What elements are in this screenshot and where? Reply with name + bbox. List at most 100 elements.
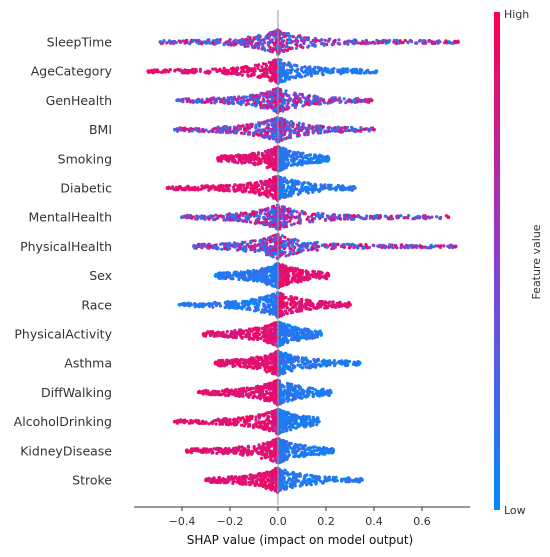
- shap-point: [247, 278, 250, 281]
- shap-point: [306, 245, 309, 248]
- shap-point: [249, 221, 252, 224]
- shap-point: [257, 151, 260, 154]
- shap-point: [276, 272, 279, 275]
- shap-point: [369, 215, 372, 218]
- shap-point: [278, 77, 281, 80]
- shap-point: [299, 152, 302, 155]
- shap-point: [286, 151, 289, 154]
- shap-point: [275, 66, 278, 69]
- shap-point: [281, 263, 284, 266]
- shap-point: [262, 122, 265, 125]
- shap-point: [299, 272, 302, 275]
- shap-point: [265, 96, 268, 99]
- shap-point: [253, 72, 256, 75]
- shap-point: [217, 40, 220, 43]
- shap-point: [272, 277, 275, 280]
- shap-point: [222, 275, 225, 278]
- shap-point: [270, 283, 273, 286]
- shap-point: [311, 191, 314, 194]
- shap-point: [261, 73, 264, 76]
- beeswarm-row-sleeptime: [159, 28, 460, 56]
- shap-point: [424, 217, 427, 220]
- shap-point: [225, 154, 228, 157]
- shap-point: [373, 42, 376, 45]
- shap-point: [171, 187, 174, 190]
- shap-point: [294, 238, 297, 241]
- shap-point: [318, 277, 321, 280]
- shap-point: [288, 41, 291, 44]
- shap-point: [287, 185, 290, 188]
- shap-point: [254, 239, 257, 242]
- shap-point: [297, 182, 300, 185]
- shap-point: [240, 307, 243, 310]
- shap-point: [236, 39, 239, 42]
- shap-point: [445, 40, 448, 43]
- shap-point: [356, 97, 359, 100]
- shap-point: [297, 220, 300, 223]
- shap-point: [199, 70, 202, 73]
- shap-point: [268, 178, 271, 181]
- shap-point: [339, 217, 342, 220]
- shap-point: [314, 243, 317, 246]
- shap-point: [255, 244, 258, 247]
- shap-point: [287, 106, 290, 109]
- shap-point-extreme: [447, 215, 451, 219]
- shap-point: [349, 69, 352, 72]
- shap-point: [255, 219, 258, 222]
- shap-point: [264, 63, 267, 66]
- shap-point: [260, 39, 263, 42]
- shap-point: [286, 238, 289, 241]
- shap-point: [349, 216, 352, 219]
- shap-point: [185, 97, 188, 100]
- shap-point: [328, 99, 331, 102]
- shap-point: [220, 155, 223, 158]
- shap-point: [225, 184, 228, 187]
- shap-point: [239, 245, 242, 248]
- shap-point: [298, 189, 301, 192]
- shap-point: [223, 217, 226, 220]
- shap-point: [324, 67, 327, 70]
- shap-point: [314, 156, 317, 159]
- shap-point: [427, 40, 430, 43]
- shap-point: [249, 36, 252, 39]
- shap-point: [357, 214, 360, 217]
- shap-point: [388, 39, 391, 42]
- shap-point: [298, 122, 301, 125]
- shap-point: [269, 50, 272, 53]
- shap-point: [234, 43, 237, 46]
- shap-point: [179, 185, 182, 188]
- shap-point: [311, 44, 314, 47]
- shap-point: [186, 215, 189, 218]
- shap-point: [309, 157, 312, 160]
- shap-point: [289, 295, 292, 298]
- beeswarm-row-mentalhealth: [180, 204, 450, 231]
- shap-point: [321, 155, 324, 158]
- shap-point: [181, 39, 184, 42]
- shap-point: [264, 92, 267, 95]
- shap-point: [271, 123, 274, 126]
- shap-point: [253, 250, 256, 253]
- shap-point: [184, 39, 187, 42]
- shap-point: [304, 278, 307, 281]
- shap-point: [248, 127, 251, 130]
- shap-point-extreme: [173, 128, 177, 132]
- shap-point: [197, 188, 200, 191]
- shap-point: [286, 120, 289, 123]
- shap-point: [243, 99, 246, 102]
- shap-point: [308, 125, 311, 128]
- shap-point: [234, 72, 237, 75]
- shap-point: [288, 38, 291, 41]
- shap-point: [209, 245, 212, 248]
- shap-point: [257, 42, 260, 45]
- shap-point: [410, 244, 413, 247]
- shap-point: [288, 247, 291, 250]
- shap-point: [311, 161, 314, 164]
- shap-point: [270, 106, 273, 109]
- shap-point: [246, 243, 249, 246]
- shap-point: [338, 214, 341, 217]
- shap-point: [296, 74, 299, 77]
- shap-point: [207, 38, 210, 41]
- shap-point: [341, 71, 344, 74]
- shap-point: [250, 185, 253, 188]
- shap-point: [205, 42, 208, 45]
